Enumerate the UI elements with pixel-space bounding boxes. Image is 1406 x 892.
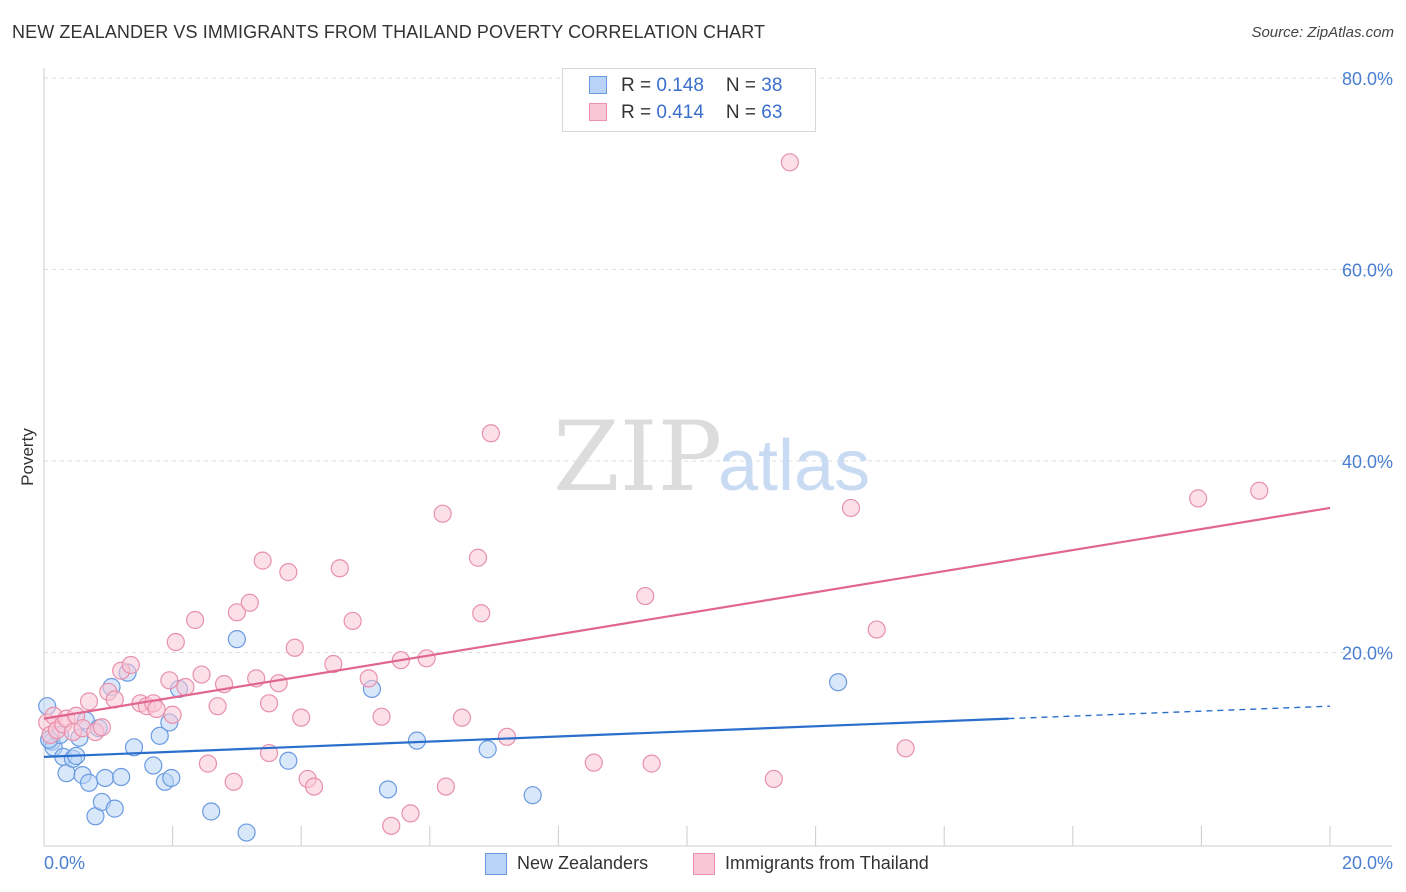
point-thailand [867,620,886,639]
point-thailand [147,699,166,719]
watermark-atlas: atlas [718,426,870,506]
point-new-zealanders [95,768,115,788]
tick-labels: 20.0% 40.0% 60.0% 80.0% 0.0% 20.0% Poverty [18,69,1393,873]
point-thailand [79,692,99,711]
point-thailand [227,603,246,622]
point-new-zealanders [150,726,169,745]
point-thailand [176,677,195,697]
legend-n-value: 63 [761,102,783,123]
point-thailand [259,694,279,713]
point-thailand [452,708,472,727]
x-tick-label: 20.0% [1342,853,1393,873]
point-thailand [166,632,185,652]
bottom-legend-swatch-thailand [693,853,715,875]
x-tick-label: 0.0% [44,853,85,873]
point-thailand [636,586,655,606]
trend-line-new-zealanders [43,717,1009,759]
y-tick-label: 60.0% [1342,261,1393,281]
point-new-zealanders [279,751,298,770]
point-new-zealanders [112,767,131,787]
point-thailand [240,593,259,612]
point-thailand [121,655,140,675]
legend-r-value: 0.148 [656,75,704,96]
point-new-zealanders [79,773,99,792]
chart-title: NEW ZEALANDER VS IMMIGRANTS FROM THAILAN… [12,22,766,42]
point-thailand [324,654,343,674]
bottom-legend-swatch-new-zealanders [485,853,507,875]
point-new-zealanders [124,738,144,757]
point-thailand [584,753,603,772]
point-thailand [160,671,179,690]
legend-r-label: R = [621,75,657,96]
legend-n-label: N = [725,75,762,96]
point-thailand [224,772,243,791]
legend-n-label: N = [725,102,762,123]
point-thailand [343,611,362,631]
point-new-zealanders [407,731,427,750]
point-thailand [497,727,517,746]
point-thailand [285,638,304,657]
point-thailand [433,504,452,523]
point-thailand [192,665,211,684]
point-thailand [330,559,349,578]
point-new-zealanders [829,673,848,692]
data-points [38,153,1269,842]
trend-line-thailand [43,506,1331,720]
watermark-zip: ZIP [553,401,722,513]
point-thailand [269,674,288,693]
legend-r-value: 0.414 [656,102,704,123]
point-thailand [1250,481,1269,500]
bottom-legend-label: New Zealanders [517,853,649,873]
point-new-zealanders [227,630,246,649]
point-thailand [186,610,205,630]
point-thailand [481,424,500,443]
point-thailand [780,153,799,172]
point-thailand [472,604,491,623]
point-thailand [841,498,861,518]
point-thailand [208,697,227,716]
y-tick-label: 40.0% [1342,452,1393,472]
point-thailand [436,777,455,796]
point-thailand [642,754,661,773]
point-thailand [163,705,182,724]
bottom-legend-label: Immigrants from Thailand [725,853,929,873]
point-thailand [292,708,311,727]
point-thailand [92,718,111,737]
legend-n-value: 38 [761,75,783,96]
legend-swatch-thailand [589,103,607,121]
point-new-zealanders [478,740,497,759]
point-thailand [1189,489,1208,508]
point-thailand [401,804,420,823]
point-thailand [417,649,436,668]
point-thailand [468,548,488,567]
grid-lines [44,77,1392,653]
point-new-zealanders [237,823,256,842]
point-new-zealanders [378,780,398,799]
y-tick-label: 20.0% [1342,644,1393,664]
point-new-zealanders [144,756,163,775]
point-new-zealanders [523,786,542,805]
y-tick-label: 80.0% [1342,69,1393,89]
point-new-zealanders [202,802,221,821]
point-thailand [304,777,324,796]
legend-swatch-new-zealanders [589,76,607,94]
point-thailand [198,754,218,773]
point-thailand [764,769,783,789]
correlation-legend: R = 0.148 N = 38 R = 0.414 N = 63 [562,68,816,132]
watermark: ZIP atlas [553,401,870,513]
source-label: Source: ZipAtlas.com [1251,24,1394,41]
point-thailand [253,551,272,570]
trend-lines [43,506,1331,759]
point-thailand [896,739,915,758]
point-thailand [372,707,391,726]
point-new-zealanders [105,799,124,818]
point-thailand [382,816,401,835]
y-axis-label: Poverty [18,428,37,486]
point-thailand [279,563,298,582]
trend-line-new-zealanders-extension [1008,705,1331,720]
point-thailand [359,669,378,688]
point-new-zealanders [162,768,181,788]
legend-r-label: R = [621,102,657,123]
